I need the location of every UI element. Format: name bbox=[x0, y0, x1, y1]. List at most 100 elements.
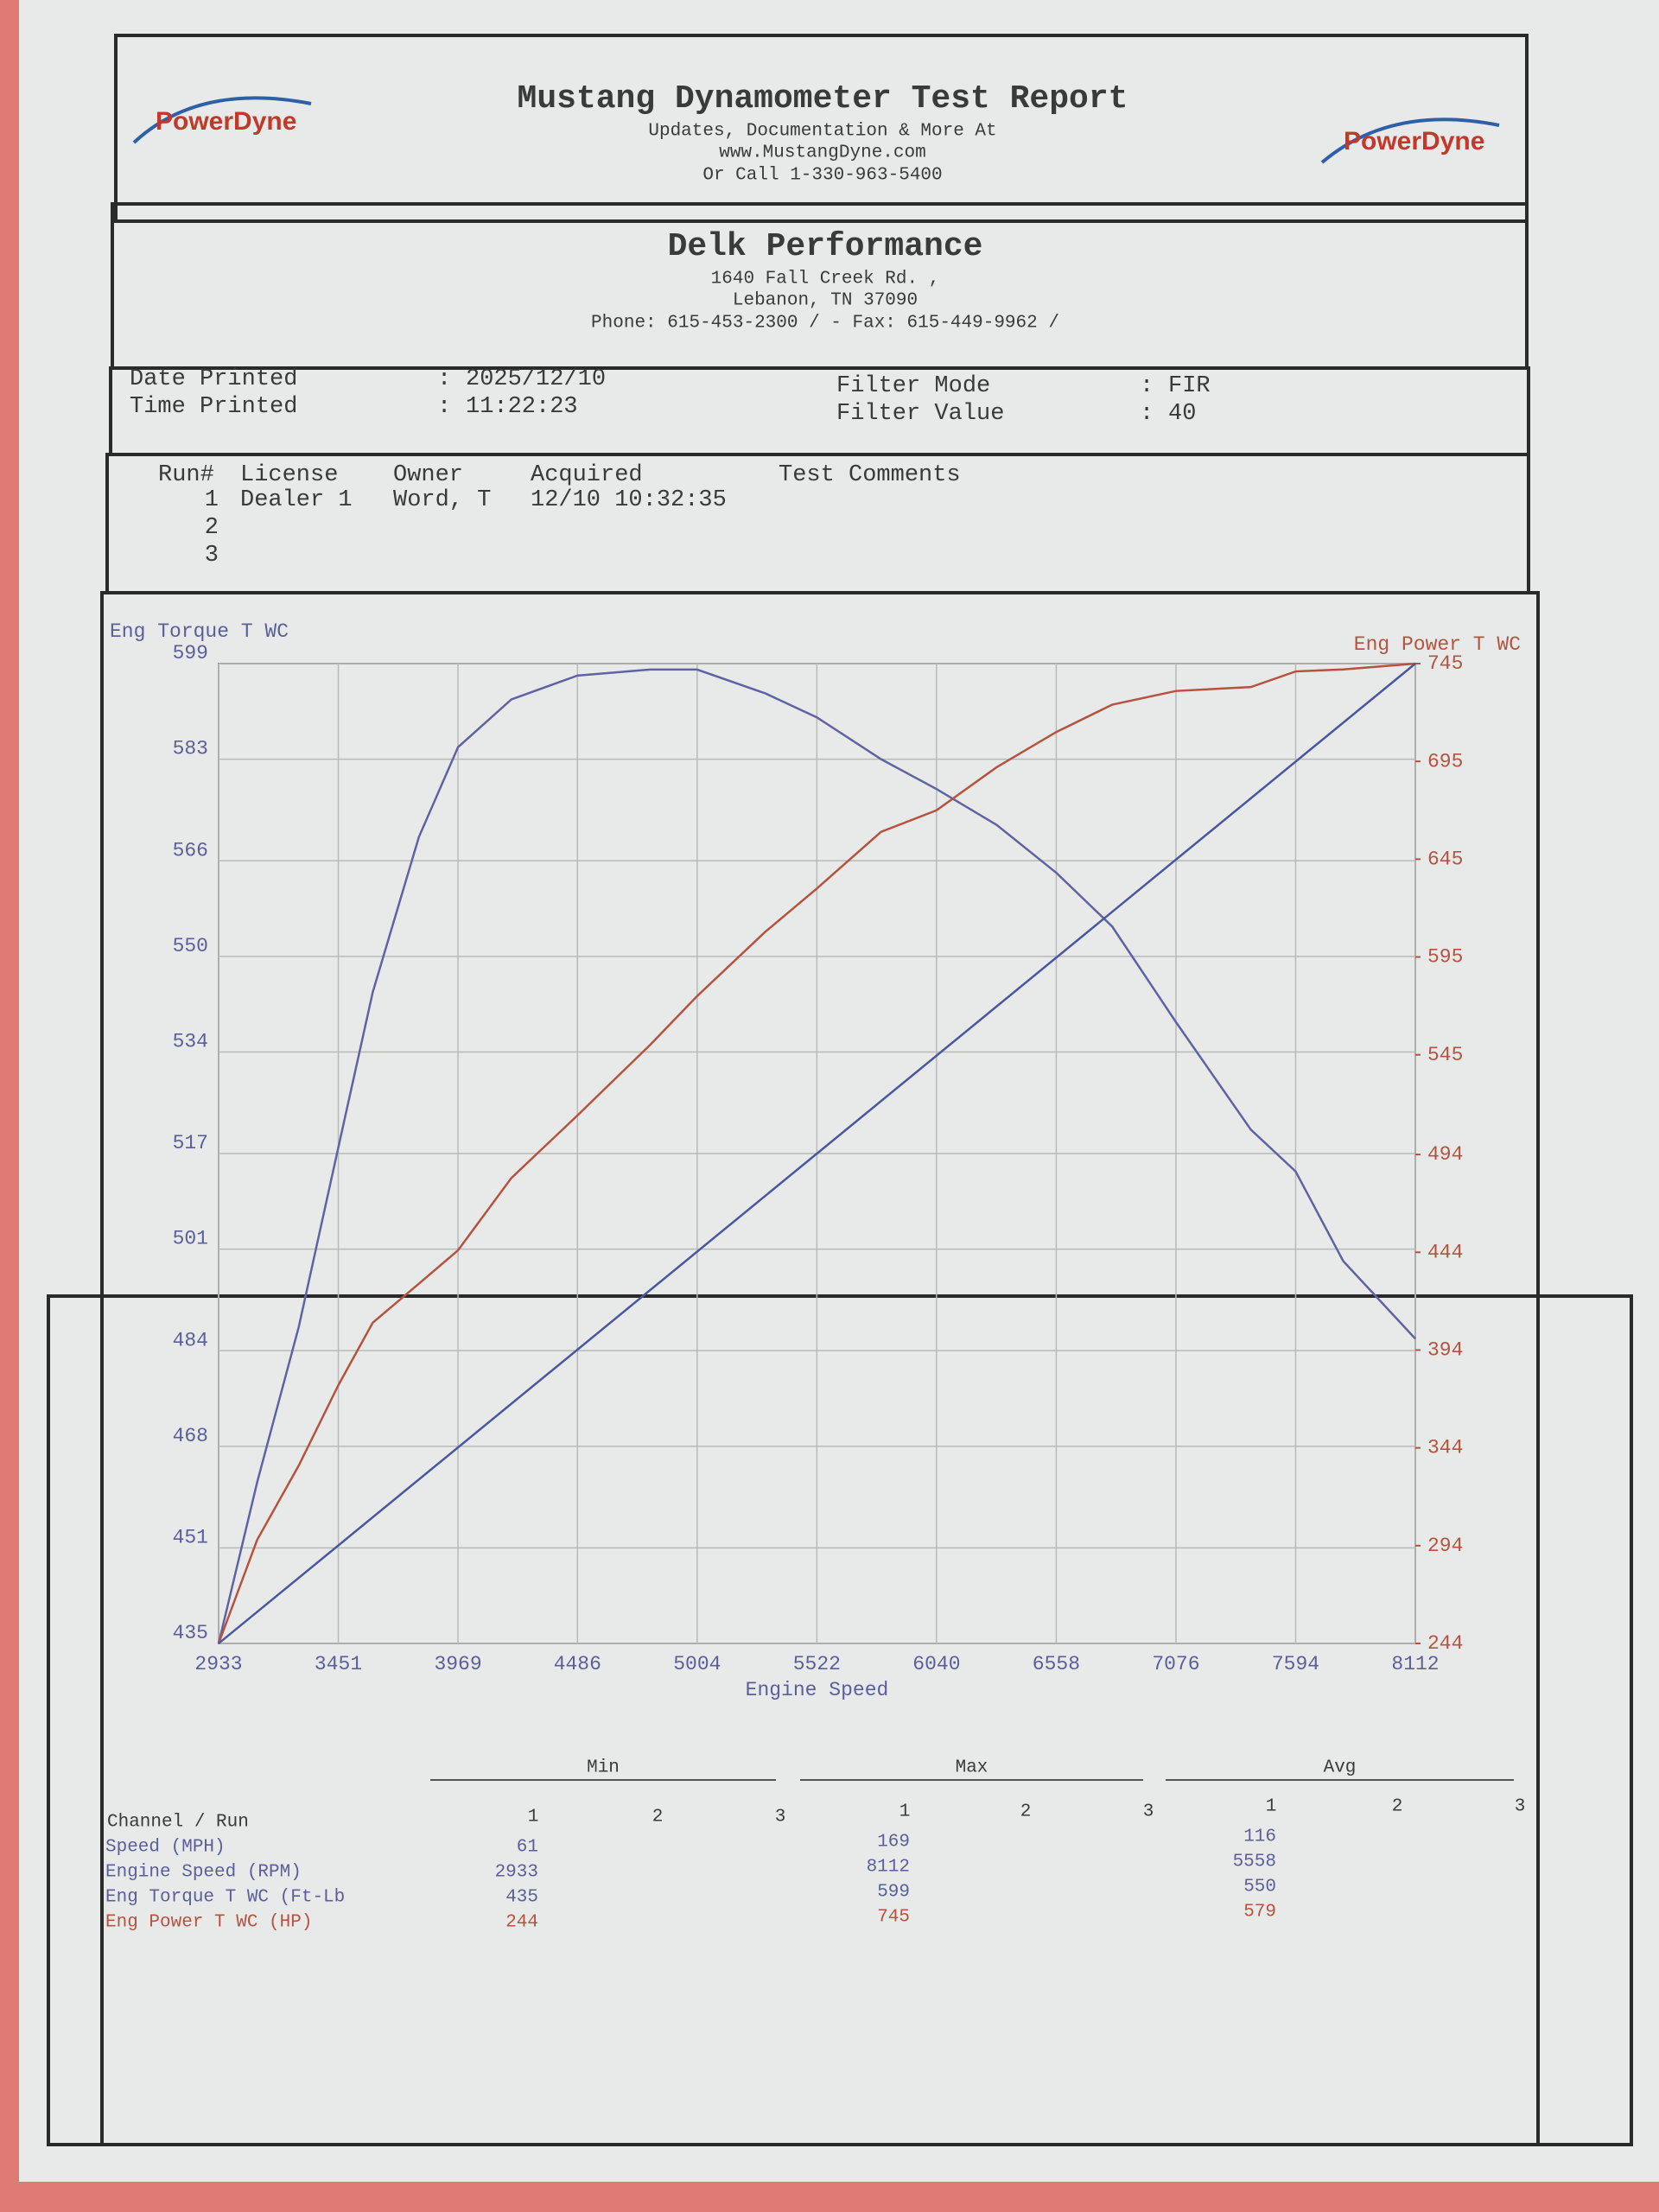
summary-group: Min bbox=[587, 1758, 620, 1778]
logo: PowerDyne bbox=[1344, 127, 1484, 156]
x-tick-label: 7076 bbox=[1152, 1653, 1199, 1675]
info-label: Filter Value bbox=[836, 401, 1004, 427]
y-tick-label: 435 bbox=[173, 1622, 208, 1644]
runs-cell: 2 bbox=[205, 515, 219, 541]
x-tick-label: 6558 bbox=[1033, 1653, 1080, 1675]
x-tick-label: 4486 bbox=[554, 1653, 601, 1675]
y2-tick-label: 545 bbox=[1427, 1044, 1463, 1066]
y2-tick-label: 645 bbox=[1427, 848, 1463, 870]
summary-run: 2 bbox=[1392, 1797, 1403, 1817]
y2-tick-label: 494 bbox=[1427, 1143, 1463, 1166]
chart: 2933 3451 3969 4486 5004 5522 6040 6558 7076 7594… bbox=[110, 620, 1521, 1701]
summary-run: 2 bbox=[652, 1808, 664, 1827]
report-title: Mustang Dynamometer Test Report bbox=[518, 80, 1128, 118]
logo-swoosh bbox=[1320, 118, 1500, 164]
info-separator: : bbox=[1140, 401, 1154, 427]
summary-value: 599 bbox=[877, 1883, 910, 1903]
y2-tick-label: 244 bbox=[1427, 1632, 1463, 1655]
summary-label: Eng Torque T WC (Ft-Lb bbox=[105, 1888, 345, 1908]
summary-value: 2933 bbox=[495, 1863, 538, 1883]
x-tick-label: 6040 bbox=[912, 1653, 960, 1675]
y2-tick-label: 394 bbox=[1427, 1339, 1463, 1362]
y2-tick-label: 444 bbox=[1427, 1241, 1463, 1263]
y2-tick-label: 695 bbox=[1427, 750, 1463, 772]
runs-header: Test Comments bbox=[779, 462, 961, 488]
y2-tick-label: 745 bbox=[1427, 652, 1463, 675]
y-tick-label: 599 bbox=[173, 642, 208, 664]
info-value: 40 bbox=[1168, 401, 1196, 427]
x-tick-label: 3969 bbox=[434, 1653, 481, 1675]
summary-value: 244 bbox=[505, 1913, 538, 1933]
summary-run: 1 bbox=[528, 1808, 539, 1827]
summary-run: 1 bbox=[899, 1802, 911, 1822]
runs-header: Run# bbox=[158, 462, 214, 488]
shop-name: Delk Performance bbox=[668, 228, 983, 265]
summary-value: 8112 bbox=[867, 1858, 910, 1878]
x-tick-label: 3451 bbox=[315, 1653, 362, 1675]
y-tick-label: 583 bbox=[173, 738, 208, 760]
summary-value: 116 bbox=[1243, 1827, 1276, 1847]
summary-value: 435 bbox=[505, 1888, 538, 1908]
y2-axis-label: Eng Power T WC bbox=[1354, 633, 1521, 656]
series-line bbox=[217, 662, 1416, 1644]
info-value: FIR bbox=[1168, 373, 1211, 399]
y-tick-label: 501 bbox=[173, 1228, 208, 1250]
shop-line: Phone: 615-453-2300 / - Fax: 615-449-996… bbox=[591, 314, 1059, 334]
y-tick-label: 468 bbox=[173, 1425, 208, 1447]
runs-cell: Dealer 1 bbox=[240, 487, 353, 513]
x-tick-label: 8112 bbox=[1391, 1653, 1439, 1675]
y2-tick-label: 344 bbox=[1427, 1437, 1463, 1459]
paper bbox=[19, 0, 1659, 2182]
runs-header: Acquired bbox=[531, 462, 643, 488]
chart-frame bbox=[100, 591, 1540, 2146]
summary-run: 3 bbox=[1143, 1802, 1154, 1822]
runs-cell: 3 bbox=[205, 543, 219, 569]
y-axis-label: Eng Torque T WC bbox=[110, 620, 289, 643]
summary-run: 1 bbox=[1266, 1797, 1277, 1817]
shop-line: Lebanon, TN 37090 bbox=[733, 291, 918, 311]
summary-value: 745 bbox=[877, 1908, 910, 1928]
summary-group: Max bbox=[956, 1758, 988, 1778]
info-separator: : bbox=[437, 394, 451, 420]
y-tick-label: 484 bbox=[173, 1329, 208, 1351]
summary-label: Speed (MPH) bbox=[105, 1838, 226, 1858]
header-line: Or Call 1-330-963-5400 bbox=[702, 166, 942, 186]
summary-value: 579 bbox=[1243, 1903, 1276, 1923]
y-tick-label: 517 bbox=[173, 1132, 208, 1154]
summary-value: 169 bbox=[877, 1833, 910, 1853]
info-separator: : bbox=[1140, 373, 1154, 399]
y-tick-label: 566 bbox=[173, 839, 208, 861]
summary-group: Avg bbox=[1324, 1758, 1357, 1778]
info-label: Date Printed bbox=[130, 366, 297, 392]
info-label: Time Printed bbox=[130, 394, 297, 420]
runs-header: License bbox=[240, 462, 338, 488]
summary-run: 3 bbox=[775, 1808, 786, 1827]
info-separator: : bbox=[437, 366, 451, 392]
x-axis-label: Engine Speed bbox=[746, 1679, 889, 1701]
x-tick-label: 5522 bbox=[793, 1653, 841, 1675]
y2-tick-label: 294 bbox=[1427, 1535, 1463, 1557]
summary-run: 2 bbox=[1020, 1802, 1032, 1822]
x-tick-label: 5004 bbox=[673, 1653, 721, 1675]
series-line bbox=[218, 663, 1416, 1644]
runs-cell: 1 bbox=[205, 487, 219, 513]
info-value: 11:22:23 bbox=[466, 394, 578, 420]
header-line: Updates, Documentation & More At bbox=[648, 122, 996, 142]
summary-run: 3 bbox=[1515, 1797, 1526, 1817]
summary-label: Eng Power T WC (HP) bbox=[105, 1913, 312, 1933]
y-tick-label: 451 bbox=[173, 1526, 208, 1548]
logo-swoosh bbox=[132, 96, 312, 144]
y-tick-label: 550 bbox=[173, 935, 208, 957]
x-tick-label: 2933 bbox=[194, 1653, 242, 1675]
runs-cell: 12/10 10:32:35 bbox=[531, 487, 727, 513]
shop-line: 1640 Fall Creek Rd. , bbox=[711, 270, 940, 289]
info-value: 2025/12/10 bbox=[466, 366, 606, 392]
summary-value: 61 bbox=[517, 1838, 538, 1858]
logo: PowerDyne bbox=[156, 107, 296, 136]
runs-cell: Word, T bbox=[393, 487, 491, 513]
y-tick-label: 534 bbox=[173, 1031, 208, 1053]
summary-value: 550 bbox=[1243, 1878, 1276, 1897]
header-line: www.MustangDyne.com bbox=[719, 143, 925, 163]
